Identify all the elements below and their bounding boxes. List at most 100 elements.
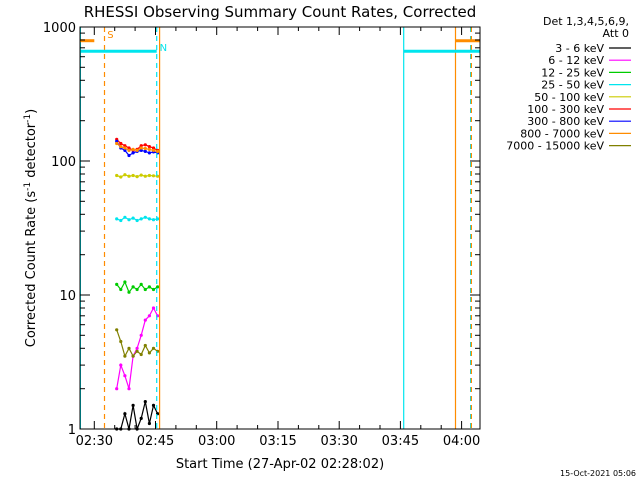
data-point-12-25-kev-2	[123, 280, 127, 284]
data-point-12-25-kev-5	[135, 287, 139, 292]
data-point-6-12-kev-8	[147, 314, 151, 318]
data-point-3-6-kev-7	[143, 400, 147, 404]
y-tick-label-1000: 1000	[43, 21, 76, 36]
legend-label-50-100-kev: 50 - 100 keV	[534, 91, 604, 104]
data-point-7000-15000-kev-5	[135, 349, 139, 353]
data-point-3-6-kev-9	[151, 403, 156, 407]
data-point-6-12-kev-3	[127, 387, 131, 391]
data-point-50-100-kev-3	[127, 174, 131, 178]
legend-label-3-6-kev: 3 - 6 keV	[555, 42, 604, 55]
data-point-7000-15000-kev-9	[151, 346, 156, 350]
x-tick-label-03-15: 03:15	[259, 434, 296, 449]
data-point-800-7000-kev-0	[115, 141, 119, 146]
data-point-50-100-kev-2	[123, 173, 127, 177]
y-axis-label-main: Corrected Count Rate (s	[24, 191, 39, 348]
x-tick-label-03-45: 03:45	[382, 434, 419, 449]
data-point-800-7000-kev-10	[156, 149, 160, 153]
data-point-25-50-kev-4	[131, 216, 135, 220]
y-axis-label-superscript-2: -1	[23, 114, 33, 123]
data-point-25-50-kev-3	[127, 218, 131, 222]
ticks-layer: 02:30 02:45 03:00 03:15 03:30 03:45 04:00 1000 1…	[43, 21, 480, 449]
data-point-6-12-kev-9	[151, 306, 156, 310]
data-point-300-800-kev-4	[131, 151, 135, 155]
legend-label-800-7000-kev: 800 - 7000 keV	[520, 127, 604, 140]
legend-label-12-25-kev: 12 - 25 keV	[541, 66, 604, 79]
data-point-6-12-kev-1	[119, 363, 123, 367]
x-tick-label-02-45: 02:45	[137, 434, 174, 449]
data-point-6-12-kev-0	[115, 387, 119, 391]
data-point-300-800-kev-7	[143, 149, 147, 153]
flag-marker-s: S	[107, 30, 113, 41]
y-tick-label-100: 100	[51, 155, 76, 170]
data-point-7000-15000-kev-4	[131, 354, 135, 358]
chart-title: RHESSI Observing Summary Count Rates, Co…	[84, 3, 477, 21]
data-point-12-25-kev-3	[127, 290, 131, 294]
data-point-12-25-kev-7	[143, 287, 147, 292]
data-point-100-300-kev-7	[143, 143, 147, 147]
data-point-12-25-kev-6	[139, 282, 143, 286]
data-point-50-100-kev-1	[119, 175, 123, 179]
data-point-800-7000-kev-4	[131, 147, 135, 151]
legend-label-100-300-kev: 100 - 300 keV	[527, 103, 604, 116]
data-point-25-50-kev-1	[119, 218, 123, 223]
data-point-6-12-kev-6	[139, 333, 143, 337]
data-point-300-800-kev-2	[123, 148, 127, 152]
legend-label-7000-15000-kev: 7000 - 15000 keV	[506, 140, 604, 153]
data-point-50-100-kev-4	[131, 173, 135, 178]
data-point-7000-15000-kev-1	[119, 339, 123, 344]
data-point-7000-15000-kev-3	[127, 346, 131, 350]
data-point-3-6-kev-6	[139, 416, 143, 420]
data-point-50-100-kev-7	[143, 174, 147, 178]
data-point-12-25-kev-8	[147, 285, 151, 289]
plot-frame	[79, 26, 481, 430]
data-point-3-6-kev-2	[123, 412, 127, 416]
data-point-25-50-kev-2	[123, 215, 127, 219]
data-point-7000-15000-kev-6	[139, 352, 143, 357]
data-point-6-12-kev-7	[143, 318, 147, 322]
data-point-3-6-kev-4	[131, 403, 135, 407]
data-point-100-300-kev-9	[151, 146, 156, 150]
data-point-50-100-kev-9	[151, 174, 156, 178]
data-point-25-50-kev-5	[135, 218, 139, 223]
data-point-300-800-kev-3	[127, 153, 131, 158]
data-point-800-7000-kev-7	[143, 146, 147, 151]
y-axis-label: Corrected Count Rate (s-1 detector-1)	[23, 109, 39, 347]
data-point-25-50-kev-9	[151, 218, 156, 222]
data-point-50-100-kev-8	[147, 173, 151, 178]
data-point-12-25-kev-1	[119, 287, 123, 292]
data-point-50-100-kev-5	[135, 175, 139, 179]
data-point-7000-15000-kev-8	[147, 351, 151, 355]
data-point-100-300-kev-2	[123, 144, 127, 148]
data-point-3-6-kev-8	[147, 421, 151, 426]
data-point-50-100-kev-0	[115, 173, 119, 178]
flag-marker-n: N	[160, 43, 167, 54]
y-tick-label-10: 10	[59, 289, 76, 304]
legend-label-6-12-kev: 6 - 12 keV	[548, 54, 604, 67]
data-point-25-50-kev-8	[147, 217, 151, 221]
data-point-12-25-kev-0	[115, 282, 119, 286]
footer-date: 15-Oct-2021 05:06	[560, 469, 636, 478]
data-point-25-50-kev-7	[143, 215, 147, 219]
x-tick-label-03-30: 03:30	[320, 434, 357, 449]
data-point-800-7000-kev-8	[147, 147, 151, 151]
data-point-300-800-kev-6	[139, 148, 143, 152]
data-point-800-7000-kev-1	[119, 145, 123, 149]
data-point-300-800-kev-8	[147, 151, 151, 155]
data-point-12-25-kev-4	[131, 285, 135, 289]
data-point-800-7000-kev-2	[123, 146, 127, 150]
data-point-50-100-kev-6	[139, 173, 143, 177]
data-point-7000-15000-kev-2	[123, 354, 127, 358]
data-point-25-50-kev-0	[115, 217, 119, 221]
x-axis-label: Start Time (27-Apr-02 02:28:02)	[176, 457, 384, 472]
y-axis-label-end: )	[24, 109, 39, 114]
data-point-800-7000-kev-6	[139, 146, 143, 150]
data-point-25-50-kev-6	[139, 217, 143, 221]
x-tick-label-03-00: 03:00	[198, 434, 235, 449]
data-point-12-25-kev-10	[156, 285, 160, 289]
data-point-800-7000-kev-3	[127, 148, 131, 152]
data-point-100-300-kev-3	[127, 146, 131, 150]
legend-header-line-2: Att 0	[603, 27, 629, 40]
data-point-100-300-kev-6	[139, 144, 143, 148]
